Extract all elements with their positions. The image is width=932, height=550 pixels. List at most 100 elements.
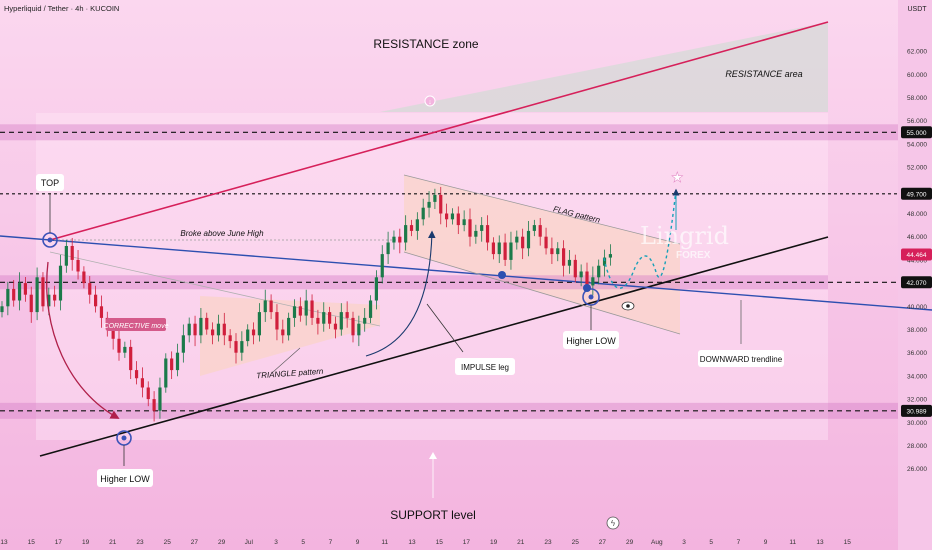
- candle-body: [211, 329, 215, 336]
- candle-body: [246, 329, 250, 342]
- candle-body: [368, 300, 373, 318]
- watermark-brand: Lingrid: [640, 222, 729, 250]
- candle-body: [374, 277, 378, 301]
- x-tick-label: 11: [381, 539, 388, 546]
- candle-body: [111, 329, 115, 339]
- projection-path: [603, 189, 677, 289]
- corrective-arrow: [46, 261, 120, 419]
- analysis-box: [36, 113, 828, 440]
- price-badge-label: 44.464: [907, 252, 927, 259]
- candle-body: [357, 323, 361, 336]
- candle-body: [567, 259, 572, 266]
- candle-body: [550, 248, 554, 255]
- y-tick-label: 28.000: [907, 443, 927, 450]
- price-badge-label: 55.000: [907, 130, 927, 137]
- resistance-band: [0, 124, 898, 141]
- candle-body: [257, 312, 261, 336]
- triangle-label-pointer: [272, 347, 301, 373]
- support-trendline: [39, 236, 829, 457]
- candle-body: [70, 245, 74, 260]
- flag-lower-line: [403, 251, 681, 335]
- time-axis[interactable]: 13 15 17 19 21 23 25 27 29 Jul 3 5 7 9 11 13 15 17 19 21 23 2…: [0, 539, 851, 546]
- candle-body: [158, 387, 162, 411]
- candle-body: [76, 259, 80, 272]
- candle-body: [251, 329, 256, 336]
- candlestick-series: [0, 186, 612, 422]
- y-tick-label: 30.000: [907, 420, 927, 427]
- candle-body: [597, 265, 601, 278]
- y-tick-label: 54.000: [907, 141, 927, 148]
- corrective-label: CORRECTIVE move: [104, 323, 169, 330]
- resistance-trendline: [49, 21, 829, 241]
- candle-body: [12, 288, 16, 301]
- y-tick-label: 34.000: [907, 373, 927, 380]
- candle-body: [445, 213, 449, 220]
- impulse-label: IMPULSE leg: [461, 363, 509, 372]
- x-tick-label: 17: [55, 539, 63, 546]
- candle-body: [404, 225, 408, 243]
- x-tick-label: 21: [517, 539, 525, 546]
- higher-low-right-dot: [588, 294, 594, 300]
- candle-body: [304, 300, 308, 316]
- candle-body: [386, 242, 390, 255]
- downward-trendline-box: [698, 350, 784, 367]
- candle-body: [363, 317, 367, 324]
- higher-low-right-box: [563, 331, 619, 349]
- candle-body: [497, 242, 501, 255]
- candle-body: [35, 277, 39, 313]
- higher-low-left-dot: [121, 435, 127, 441]
- top-label: TOP: [41, 178, 59, 188]
- candle-body: [562, 248, 566, 266]
- x-tick-label: 17: [463, 539, 471, 546]
- candle-body: [474, 230, 478, 237]
- y-tick-label: 36.000: [907, 350, 927, 357]
- candle-body: [117, 338, 121, 353]
- x-tick-label: Aug: [651, 539, 663, 546]
- candle-body: [333, 323, 338, 330]
- lightning-icon[interactable]: [606, 516, 620, 530]
- x-tick-label: 23: [136, 539, 144, 546]
- x-tick-label: 11: [789, 539, 796, 546]
- candle-body: [556, 248, 560, 255]
- candle-body: [140, 378, 144, 388]
- x-tick-label: 13: [816, 539, 824, 546]
- candle-body: [503, 242, 507, 260]
- candle-body: [281, 329, 285, 336]
- symbol-title[interactable]: Hyperliquid / Tether · 4h · KUCOIN: [4, 4, 119, 13]
- y-tick-label: 46.000: [907, 234, 927, 241]
- candle-body: [129, 346, 133, 371]
- candle-body: [415, 219, 419, 231]
- candle-body: [29, 294, 33, 313]
- flag-zone: [404, 175, 680, 334]
- x-tick-label: 27: [599, 539, 607, 546]
- candle-body: [82, 271, 86, 284]
- x-tick-label: 29: [626, 539, 634, 546]
- impulse-label-box: [455, 358, 515, 375]
- y-tick-label: 26.000: [907, 466, 927, 473]
- lightning-glyph: ϟ: [611, 519, 616, 528]
- y-tick-label: 48.000: [907, 211, 927, 218]
- top-label-box: [36, 174, 64, 191]
- alert-down-icon[interactable]: [424, 95, 436, 107]
- candle-body: [602, 257, 607, 266]
- candle-body: [328, 312, 332, 324]
- candle-body: [532, 225, 536, 231]
- top-pivot-dot: [47, 237, 53, 243]
- x-tick-label: 15: [844, 539, 852, 546]
- watermark-sub: FOREX: [676, 250, 711, 261]
- x-tick-label: 25: [164, 539, 172, 546]
- candle-body: [316, 317, 320, 324]
- candle-body: [6, 288, 10, 307]
- candle-body: [398, 236, 402, 243]
- x-tick-label: 23: [544, 539, 552, 546]
- flag-pivot-dot: [498, 271, 506, 279]
- price-badge-label: 30.989: [907, 408, 927, 415]
- y-tick-label: 52.000: [907, 165, 927, 172]
- y-tick-label: 38.000: [907, 327, 927, 334]
- y-tick-label: 44.000: [907, 257, 927, 264]
- price-axis[interactable]: 26.000 28.000 30.000 32.000 34.000 36.000 38.0…: [907, 49, 927, 474]
- candle-body: [345, 312, 349, 318]
- y-tick-label: 60.000: [907, 72, 927, 79]
